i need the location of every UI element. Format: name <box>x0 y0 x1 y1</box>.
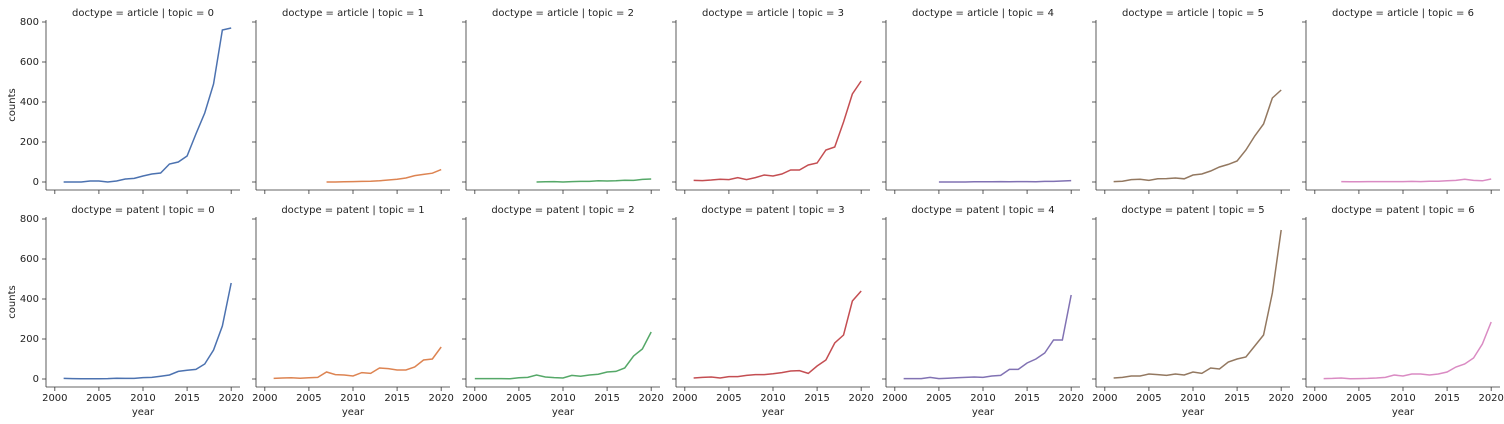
x-tick-label: 2010 <box>1390 393 1415 404</box>
panel-title: doctype = article | topic = 6 <box>1332 8 1474 19</box>
y-tick-label: 800 <box>20 214 39 225</box>
y-tick-label: 400 <box>20 97 39 108</box>
panel-title: doctype = article | topic = 5 <box>1122 8 1264 19</box>
series-line <box>693 290 862 379</box>
x-tick-label: 2000 <box>1092 393 1117 404</box>
x-tick-label: 2000 <box>882 393 907 404</box>
x-axis-label: year <box>972 407 995 418</box>
x-tick-label: 2000 <box>1302 393 1327 404</box>
y-tick-label: 0 <box>33 177 39 188</box>
x-tick-label: 2015 <box>1434 393 1459 404</box>
y-tick-label: 400 <box>20 294 39 305</box>
y-axis-label: counts <box>7 88 18 121</box>
x-tick-label: 2005 <box>1346 393 1371 404</box>
series-line <box>273 346 442 380</box>
panel-title: doctype = article | topic = 2 <box>492 8 634 19</box>
panel-title: doctype = patent | topic = 6 <box>1331 205 1474 216</box>
panel-title: doctype = patent | topic = 1 <box>281 205 424 216</box>
panel-title: doctype = article | topic = 0 <box>72 8 214 19</box>
series-line <box>1113 89 1282 183</box>
x-tick-label: 2010 <box>550 393 575 404</box>
x-tick-label: 2005 <box>716 393 741 404</box>
x-tick-label: 2010 <box>1180 393 1205 404</box>
x-tick-label: 2010 <box>130 393 155 404</box>
x-axis-label: year <box>1182 407 1205 418</box>
x-axis-label: year <box>762 407 785 418</box>
x-tick-label: 2015 <box>384 393 409 404</box>
x-tick-label: 2020 <box>428 393 453 404</box>
x-tick-label: 2005 <box>296 393 321 404</box>
x-tick-label: 2000 <box>672 393 697 404</box>
x-tick-label: 2010 <box>760 393 785 404</box>
y-tick-label: 200 <box>20 137 39 148</box>
x-tick-label: 2015 <box>1224 393 1249 404</box>
panel-title: doctype = patent | topic = 5 <box>1121 205 1264 216</box>
series-line <box>63 282 232 380</box>
panel-title: doctype = article | topic = 1 <box>282 8 424 19</box>
x-tick-label: 2005 <box>926 393 951 404</box>
panel-title: doctype = patent | topic = 2 <box>491 205 634 216</box>
panel-title: doctype = article | topic = 3 <box>702 8 844 19</box>
x-tick-label: 2015 <box>1014 393 1039 404</box>
x-tick-label: 2005 <box>86 393 111 404</box>
x-tick-label: 2020 <box>638 393 663 404</box>
panel-title: doctype = article | topic = 4 <box>912 8 1054 19</box>
x-tick-label: 2005 <box>1136 393 1161 404</box>
x-tick-label: 2020 <box>218 393 243 404</box>
x-tick-label: 2010 <box>970 393 995 404</box>
y-tick-label: 600 <box>20 57 39 68</box>
y-axis-label: counts <box>7 285 18 318</box>
panel-title: doctype = patent | topic = 4 <box>911 205 1054 216</box>
series-line <box>1113 229 1282 379</box>
panel-title: doctype = patent | topic = 3 <box>701 205 844 216</box>
series-line <box>903 294 1072 380</box>
series-line <box>536 178 652 183</box>
x-tick-label: 2015 <box>804 393 829 404</box>
x-tick-label: 2020 <box>848 393 873 404</box>
series-line <box>1341 178 1492 183</box>
series-line <box>474 331 652 380</box>
x-tick-label: 2015 <box>594 393 619 404</box>
x-axis-label: year <box>342 407 365 418</box>
series-line <box>693 80 862 182</box>
x-tick-label: 2000 <box>252 393 277 404</box>
y-tick-label: 800 <box>20 17 39 28</box>
x-tick-label: 2000 <box>462 393 487 404</box>
y-tick-label: 600 <box>20 254 39 265</box>
x-axis-label: year <box>132 407 155 418</box>
x-tick-label: 2020 <box>1478 393 1503 404</box>
y-tick-label: 200 <box>20 334 39 345</box>
x-tick-label: 2020 <box>1268 393 1293 404</box>
series-line <box>326 168 442 183</box>
x-axis-label: year <box>552 407 575 418</box>
x-tick-label: 2000 <box>42 393 67 404</box>
series-line <box>63 27 232 183</box>
series-line <box>938 179 1072 183</box>
x-tick-label: 2020 <box>1058 393 1083 404</box>
x-tick-label: 2010 <box>340 393 365 404</box>
panel-title: doctype = patent | topic = 0 <box>71 205 214 216</box>
x-tick-label: 2005 <box>506 393 531 404</box>
x-axis-label: year <box>1392 407 1415 418</box>
series-line <box>1323 321 1492 380</box>
x-tick-label: 2015 <box>174 393 199 404</box>
y-tick-label: 0 <box>33 374 39 385</box>
